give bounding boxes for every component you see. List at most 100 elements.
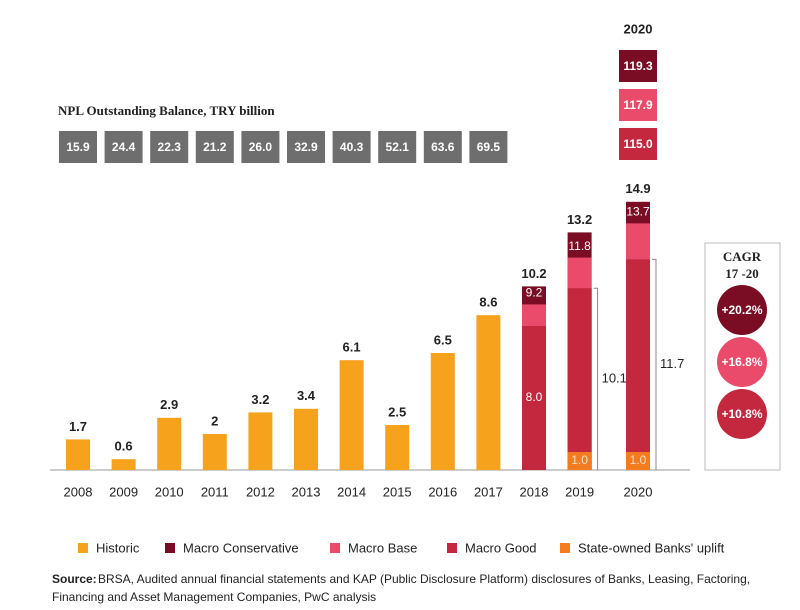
legend-label: Historic bbox=[96, 540, 140, 555]
value-label: 10.1 bbox=[602, 371, 627, 386]
bar bbox=[626, 452, 650, 470]
value-label: 2 bbox=[211, 413, 218, 428]
x-tick-label: 2019 bbox=[565, 484, 594, 499]
balance-label: 119.3 bbox=[623, 59, 653, 73]
legend-label: Macro Conservative bbox=[183, 540, 299, 555]
bar bbox=[430, 353, 455, 470]
bracket bbox=[593, 287, 599, 470]
x-tick-label: 2011 bbox=[201, 484, 229, 499]
legend-label: Macro Good bbox=[465, 540, 537, 555]
value-label: 10.2 bbox=[521, 266, 546, 281]
value-label: 14.9 bbox=[625, 181, 650, 196]
value-label: 1.7 bbox=[69, 419, 87, 434]
value-label: 6.1 bbox=[343, 340, 361, 355]
balance-year: 2020 bbox=[624, 21, 653, 36]
bar bbox=[567, 288, 592, 470]
cagr-circle bbox=[717, 389, 767, 439]
legend-label: State-owned Banks' uplift bbox=[578, 540, 725, 555]
bar bbox=[626, 259, 650, 470]
x-tick-label: 2015 bbox=[383, 484, 412, 499]
source-label: Source: bbox=[52, 572, 97, 586]
legend-swatch bbox=[560, 543, 570, 553]
bar bbox=[111, 459, 136, 470]
balance-box bbox=[332, 131, 371, 163]
legend-swatch bbox=[165, 543, 175, 553]
cagr-panel bbox=[704, 242, 781, 471]
cagr-label: +20.2% bbox=[721, 303, 762, 317]
balance-label: 40.3 bbox=[340, 140, 364, 154]
value-label: 9.2 bbox=[526, 286, 543, 300]
balance-box bbox=[423, 131, 462, 163]
balance-box bbox=[104, 131, 143, 163]
x-tick-label: 2012 bbox=[246, 484, 275, 499]
value-label: 1.0 bbox=[571, 453, 588, 467]
cagr-circle bbox=[717, 337, 767, 387]
cagr-label: +10.8% bbox=[721, 407, 762, 421]
balance-box bbox=[287, 131, 325, 163]
value-label: 11.7 bbox=[660, 356, 684, 371]
cagr-circle bbox=[717, 285, 767, 335]
value-label: 3.2 bbox=[251, 392, 269, 407]
x-tick-label: 2014 bbox=[337, 484, 366, 499]
legend-swatch bbox=[330, 543, 340, 553]
bracket bbox=[652, 258, 657, 470]
balance-box bbox=[619, 50, 657, 82]
value-label: 8.0 bbox=[526, 390, 543, 404]
legend-label: Macro Base bbox=[348, 540, 417, 555]
x-tick-label: 2018 bbox=[520, 484, 549, 499]
balance-box bbox=[195, 131, 234, 163]
balance-label: 32.9 bbox=[294, 140, 318, 154]
bar bbox=[339, 360, 364, 470]
balance-label: 26.0 bbox=[249, 140, 273, 154]
source-text: BRSA, Audited annual financial statement… bbox=[98, 572, 750, 586]
balance-label: 15.9 bbox=[66, 140, 90, 154]
x-tick-label: 2013 bbox=[292, 484, 321, 499]
value-label: 1.0 bbox=[630, 453, 647, 467]
bar bbox=[202, 434, 227, 470]
bar bbox=[385, 425, 410, 470]
value-label: 0.6 bbox=[115, 439, 133, 454]
value-label: 13.2 bbox=[567, 212, 592, 227]
balance-label: 24.4 bbox=[112, 140, 136, 154]
value-label: 3.4 bbox=[297, 388, 316, 403]
x-tick-label: 2010 bbox=[155, 484, 184, 499]
x-tick-label: 2016 bbox=[428, 484, 457, 499]
x-tick-label: 2017 bbox=[474, 484, 503, 499]
balance-box bbox=[378, 131, 417, 163]
balance-box bbox=[59, 131, 97, 163]
bar bbox=[248, 412, 273, 470]
value-label: 13.7 bbox=[626, 205, 650, 219]
bar bbox=[522, 326, 546, 470]
balance-label: 21.2 bbox=[203, 140, 227, 154]
bar bbox=[294, 408, 318, 470]
legend-swatch bbox=[447, 543, 457, 553]
value-label: 2.9 bbox=[160, 397, 178, 412]
balance-label: 115.0 bbox=[623, 137, 653, 151]
value-label: 2.5 bbox=[388, 404, 406, 419]
cagr-title: CAGR bbox=[723, 249, 762, 264]
value-label: 8.6 bbox=[479, 295, 497, 310]
balance-label: 22.3 bbox=[158, 140, 182, 154]
balance-box bbox=[619, 128, 657, 160]
balance-box bbox=[619, 89, 657, 121]
x-tick-label: 2008 bbox=[64, 484, 93, 499]
balance-title: NPL Outstanding Balance, TRY billion bbox=[58, 103, 275, 118]
x-tick-label: 2020 bbox=[624, 484, 653, 499]
bar bbox=[157, 417, 182, 470]
balance-label: 69.5 bbox=[477, 140, 501, 154]
balance-label: 63.6 bbox=[431, 140, 455, 154]
balance-label: 52.1 bbox=[386, 140, 410, 154]
x-tick-label: 2009 bbox=[109, 484, 138, 499]
balance-label: 117.9 bbox=[623, 98, 653, 112]
balance-box bbox=[241, 131, 280, 163]
legend-swatch bbox=[78, 543, 88, 553]
cagr-label: +16.8% bbox=[721, 355, 762, 369]
source-text: Financing and Asset Management Companies… bbox=[52, 590, 376, 604]
value-label: 11.8 bbox=[568, 239, 591, 253]
cagr-period: 17 -20 bbox=[725, 266, 759, 281]
balance-box bbox=[469, 131, 508, 163]
bar bbox=[66, 439, 90, 470]
bar bbox=[476, 315, 501, 470]
bar bbox=[567, 452, 592, 470]
